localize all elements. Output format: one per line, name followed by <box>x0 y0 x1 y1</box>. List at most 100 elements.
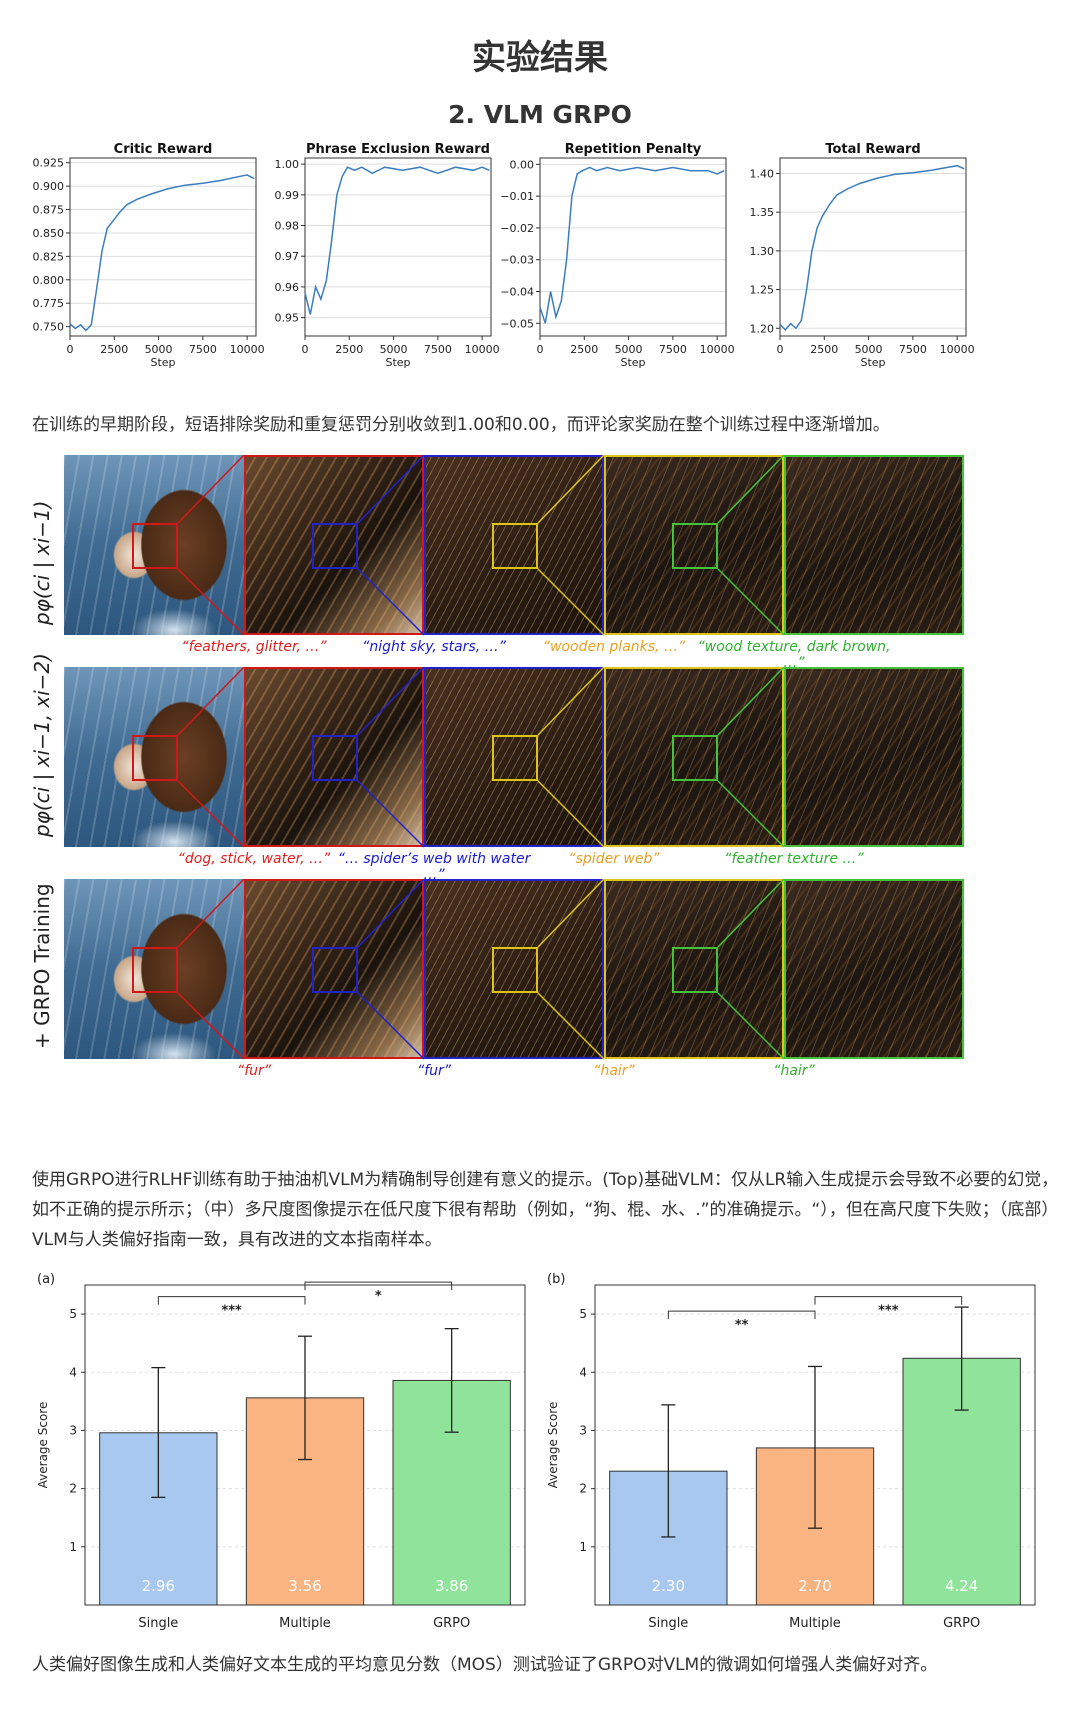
connector-line <box>177 667 245 736</box>
x-tick-label: 5000 <box>145 343 173 356</box>
zoom-box <box>132 947 178 993</box>
plot-frame <box>779 157 967 337</box>
zoomed-crop <box>784 455 964 635</box>
zoom-box <box>672 947 718 993</box>
y-tick-label: 5 <box>69 1307 77 1321</box>
connector-line <box>177 455 245 524</box>
prompt-label: “hair” <box>593 1063 635 1079</box>
x-tick-label: 10000 <box>465 343 500 356</box>
plot-frame <box>304 157 492 337</box>
y-tick-label: −0.03 <box>500 254 534 267</box>
x-axis-label: Step <box>860 356 885 369</box>
section-title: 2. VLM GRPO <box>448 100 632 129</box>
connector-line <box>717 667 785 736</box>
series-line <box>779 164 965 331</box>
prompt-label: “hair” <box>773 1063 815 1079</box>
prompt-label: “dog, stick, water, …” <box>177 851 331 867</box>
line-chart-panel: 1.20 1.25 1.30 1.35 1.40 0 2500 5000 7500 10000 To… <box>750 142 975 369</box>
y-tick-label: 0.99 <box>275 189 300 202</box>
connector-line <box>177 992 245 1060</box>
zoom-box <box>672 523 718 569</box>
y-tick-label: 5 <box>579 1307 587 1321</box>
x-tick-label: Multiple <box>279 1616 331 1631</box>
connector-line <box>717 992 785 1060</box>
plot-frame <box>539 157 727 337</box>
data-label: 3.56 <box>288 1577 321 1595</box>
prompt-label: “fur” <box>416 1063 452 1079</box>
x-axis-label: Step <box>385 356 410 369</box>
x-tick-label: 0 <box>537 343 544 356</box>
data-label: 3.86 <box>435 1577 468 1595</box>
line-chart-panel: 0.750 0.775 0.800 0.825 0.850 0.875 0.900 0.925… <box>33 142 265 369</box>
significance-label: ** <box>735 1318 749 1333</box>
x-axis-label: Step <box>150 356 175 369</box>
zoom-box <box>312 947 358 993</box>
significance-label: *** <box>878 1304 899 1319</box>
chart-title: Total Reward <box>825 142 920 157</box>
mos-caption: 人类偏好图像生成和人类偏好文本生成的平均意见分数（MOS）测试验证了GRPO对V… <box>32 1655 938 1675</box>
x-tick-label: 5000 <box>380 343 408 356</box>
y-tick-label: −0.05 <box>500 317 534 330</box>
significance-bracket <box>667 1310 816 1320</box>
significance-bracket <box>304 1281 453 1291</box>
y-tick-label: 0.875 <box>33 204 65 217</box>
connector-line <box>357 879 425 948</box>
prompt-label: “fur” <box>236 1063 272 1079</box>
y-tick-label: −0.01 <box>500 190 534 203</box>
chart-title: Repetition Penalty <box>565 142 702 157</box>
data-label: 2.70 <box>798 1577 831 1595</box>
y-tick-label: 1.35 <box>750 206 775 219</box>
connector-line <box>537 780 605 848</box>
x-tick-label: 5000 <box>615 343 643 356</box>
series-line <box>539 166 725 324</box>
y-tick-label: 0.850 <box>33 227 65 240</box>
x-tick-label: 2500 <box>335 343 363 356</box>
connector-line <box>717 879 785 948</box>
connector-line <box>537 992 605 1060</box>
connector-line <box>357 992 425 1060</box>
x-tick-label: Single <box>138 1616 178 1631</box>
prompt-label: “spider web” <box>568 851 660 867</box>
y-tick-label: 4 <box>579 1365 587 1379</box>
y-tick-label: 2 <box>69 1482 77 1496</box>
zoomed-crop <box>784 667 964 847</box>
y-tick-label: −0.04 <box>500 286 534 299</box>
connector-line <box>357 568 425 636</box>
y-tick-label: 0.00 <box>510 158 535 171</box>
significance-bracket <box>157 1296 306 1305</box>
prompt-label: “night sky, stars, …” <box>362 639 506 655</box>
zoom-box <box>132 735 178 781</box>
y-tick-label: 0.98 <box>275 220 300 233</box>
y-tick-label: 0.775 <box>33 297 65 310</box>
connector-line <box>357 667 425 736</box>
significance-label: *** <box>221 1304 242 1319</box>
connector-line <box>717 568 785 636</box>
chart-title: Critic Reward <box>114 142 213 157</box>
y-tick-label: 0.900 <box>33 180 65 193</box>
connector-line <box>717 780 785 848</box>
training-curves-caption: 在训练的早期阶段，短语排除奖励和重复惩罚分别收敛到1.00和0.00，而评论家奖… <box>32 415 890 435</box>
zoom-connectors <box>177 879 785 1060</box>
zoom-box <box>312 523 358 569</box>
connector-line <box>537 879 605 948</box>
x-tick-label: 7500 <box>424 343 452 356</box>
line-chart-panel: 0.95 0.96 0.97 0.98 0.99 1.00 0 2500 5000 7500 100… <box>275 142 500 369</box>
bar-chart-panel: (b) 1 2 3 4 5 Average Score 2.30 Single 2.70 Multi… <box>546 1272 1036 1631</box>
connector-line <box>177 568 245 636</box>
connector-line <box>177 879 245 948</box>
x-tick-label: 0 <box>302 343 309 356</box>
prompt-examples-caption: 使用GRPO进行RLHF训练有助于抽油机VLM为精确制导创建有意义的提示。(To… <box>32 1170 1059 1250</box>
y-tick-label: 1.00 <box>275 158 300 171</box>
x-tick-label: 0 <box>67 343 74 356</box>
x-tick-label: 10000 <box>940 343 975 356</box>
y-axis-label: Average Score <box>36 1402 50 1489</box>
data-label: 2.30 <box>652 1577 685 1595</box>
x-tick-label: 2500 <box>100 343 128 356</box>
y-tick-label: 2 <box>579 1482 587 1496</box>
connector-line <box>537 667 605 736</box>
significance-bracket <box>814 1296 963 1305</box>
y-tick-label: 0.925 <box>33 157 65 170</box>
panel-label: (a) <box>37 1272 55 1287</box>
x-tick-label: Single <box>648 1616 688 1631</box>
x-tick-label: 10000 <box>700 343 735 356</box>
